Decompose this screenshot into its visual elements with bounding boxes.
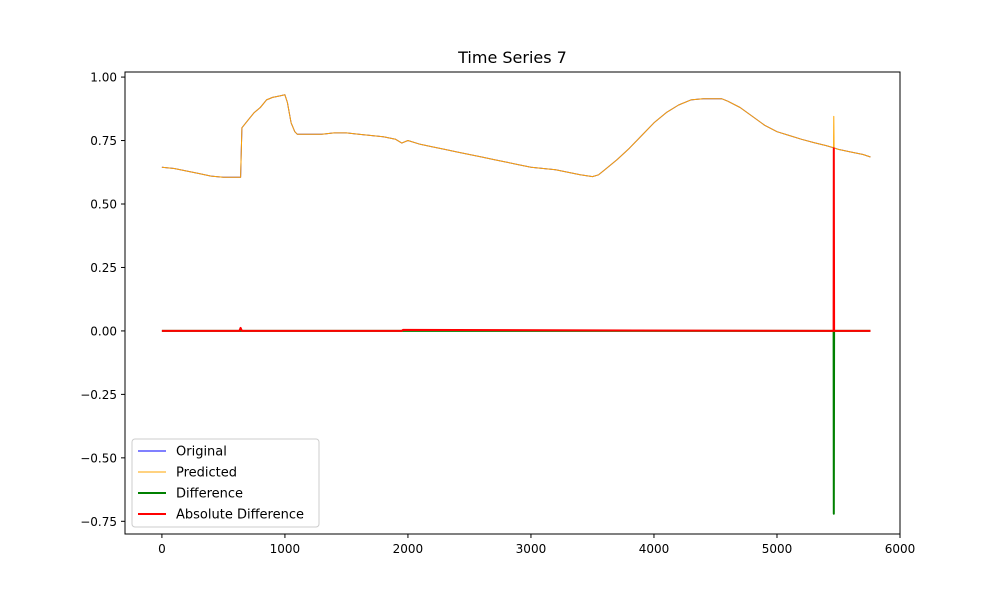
legend-label: Predicted xyxy=(176,466,237,481)
chart-title: Time Series 7 xyxy=(457,48,567,67)
legend-box xyxy=(131,438,320,528)
legend: Original Predicted Difference Absolute Diff… xyxy=(131,438,320,528)
legend-label: Absolute Difference xyxy=(176,508,304,523)
y-tick-label: −0.25 xyxy=(80,388,117,402)
x-tick-label: 6000 xyxy=(885,542,916,556)
legend-label: Difference xyxy=(176,487,243,502)
x-tick-label: 1000 xyxy=(270,542,301,556)
series-line-predicted xyxy=(161,94,871,178)
y-tick-label: 1.00 xyxy=(90,71,117,85)
plot-area xyxy=(161,94,871,515)
x-tick-label: 3000 xyxy=(516,542,547,556)
y-tick-label: 0.75 xyxy=(90,134,117,148)
axes-frame xyxy=(124,71,901,535)
x-axis: 0 1000 2000 3000 4000 5000 6000 xyxy=(158,534,915,556)
y-tick-label: 0.25 xyxy=(90,261,117,275)
x-tick-label: 5000 xyxy=(762,542,793,556)
series-line-absolute-difference xyxy=(161,147,871,332)
y-tick-label: −0.75 xyxy=(80,515,117,529)
x-tick-label: 0 xyxy=(158,542,166,556)
y-axis: −0.75 −0.50 −0.25 0.00 0.25 0.50 0.75 1.00 xyxy=(80,71,125,529)
x-tick-label: 2000 xyxy=(393,542,424,556)
x-tick-label: 4000 xyxy=(639,542,670,556)
y-tick-label: 0.00 xyxy=(90,324,117,338)
legend-label: Original xyxy=(176,445,227,460)
y-tick-label: −0.50 xyxy=(80,451,117,465)
y-tick-label: 0.50 xyxy=(90,198,117,212)
